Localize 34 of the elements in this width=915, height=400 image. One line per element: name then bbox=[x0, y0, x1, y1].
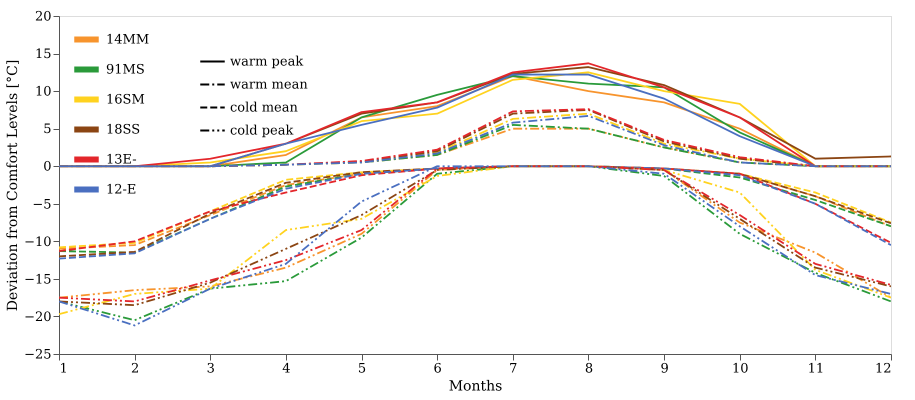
y-tick-label: −15 bbox=[24, 272, 52, 288]
x-tick-label: 5 bbox=[358, 362, 366, 376]
x-tick-label: 10 bbox=[732, 362, 748, 376]
y-tick-label: −25 bbox=[24, 348, 52, 362]
y-axis-title: Deviation from Comfort Levels [°C] bbox=[5, 60, 22, 312]
y-tick-label: −10 bbox=[24, 234, 52, 250]
legend-label: warm peak bbox=[230, 54, 304, 70]
x-tick-label: 9 bbox=[660, 362, 669, 376]
legend-label: 16SM bbox=[106, 92, 145, 108]
x-axis-title: Months bbox=[448, 378, 502, 394]
legend-label: 12-E bbox=[106, 182, 136, 198]
y-tick-label: −20 bbox=[24, 310, 52, 325]
x-tick-label: 7 bbox=[509, 362, 518, 376]
x-tick-label: 11 bbox=[808, 362, 824, 376]
x-tick-label: 4 bbox=[282, 362, 291, 376]
y-tick-label: 20 bbox=[34, 10, 52, 24]
x-tick-label: 8 bbox=[584, 362, 594, 376]
x-tick-label: 1 bbox=[60, 362, 68, 376]
x-tick-label: 12 bbox=[874, 362, 892, 376]
legend-label: 14MM bbox=[106, 32, 150, 48]
y-tick-label: 0 bbox=[43, 160, 52, 175]
legend-label: cold peak bbox=[230, 124, 294, 138]
legend-label: 13E- bbox=[106, 152, 137, 168]
x-tick-label: 6 bbox=[434, 362, 442, 376]
y-tick-label: 15 bbox=[34, 47, 52, 62]
y-tick-label: −5 bbox=[32, 197, 52, 212]
x-tick-label: 2 bbox=[130, 362, 140, 376]
x-tick-label: 3 bbox=[206, 362, 215, 376]
y-tick-label: 10 bbox=[34, 84, 52, 100]
legend-label: 91MS bbox=[106, 62, 145, 78]
legend-label: cold mean bbox=[230, 100, 298, 116]
y-tick-label: 5 bbox=[43, 122, 52, 138]
legend-label: warm mean bbox=[230, 78, 308, 92]
legend-label: 18SS bbox=[106, 122, 140, 138]
